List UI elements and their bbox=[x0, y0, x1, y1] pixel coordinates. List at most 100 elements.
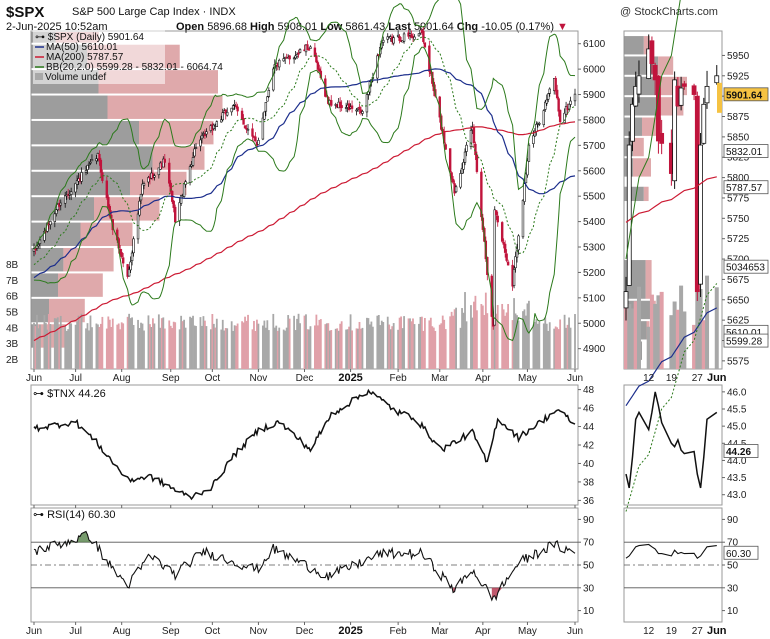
candle-body bbox=[264, 102, 268, 112]
zoom-volume-bar bbox=[630, 308, 635, 369]
volume-bar bbox=[453, 309, 456, 369]
zoom-x-tick-label: 27 bbox=[692, 373, 704, 384]
x-tick-label: 2025 bbox=[338, 372, 362, 384]
zoom-volume-bar bbox=[679, 285, 684, 369]
zoom-price-tag-label: 5901.64 bbox=[726, 90, 763, 101]
zoom-volume-bar bbox=[669, 315, 674, 369]
zoom-y-tick-label: 5750 bbox=[727, 214, 750, 225]
volume-bar bbox=[37, 328, 40, 369]
volume-bar bbox=[46, 329, 49, 369]
volume-bar bbox=[267, 330, 270, 369]
volume-bar bbox=[428, 320, 431, 369]
zoom-bollinger-lower bbox=[625, 283, 718, 512]
volume-bar bbox=[459, 327, 462, 369]
vbp-bar-up bbox=[31, 298, 49, 323]
zoom-tnx-y-tick-label: 46.0 bbox=[727, 387, 747, 398]
candle-body bbox=[272, 68, 275, 91]
candle-body bbox=[182, 183, 186, 197]
volume-tick-label: 4B bbox=[6, 323, 19, 334]
candle-body bbox=[514, 256, 517, 269]
volume-bar bbox=[91, 327, 93, 369]
candle-body bbox=[505, 253, 508, 261]
tnx-y-tick-label: 46 bbox=[583, 404, 595, 415]
volume-bar bbox=[43, 315, 46, 369]
volume-tick-label: 5B bbox=[6, 308, 19, 319]
candle-body bbox=[254, 136, 257, 142]
volume-bar bbox=[230, 321, 233, 369]
zoom-last-price-bar bbox=[717, 82, 722, 113]
candle-body bbox=[87, 163, 91, 166]
candle-body bbox=[413, 36, 416, 40]
candle-body bbox=[56, 204, 59, 211]
volume-bar bbox=[490, 314, 493, 369]
volume-bar bbox=[324, 324, 327, 369]
candle-body bbox=[105, 180, 109, 198]
volume-bar bbox=[522, 311, 524, 369]
volume-bar bbox=[220, 329, 223, 369]
zoom-candle-body bbox=[701, 103, 707, 144]
zoom-volume-bar bbox=[698, 289, 703, 369]
volume-bar bbox=[574, 314, 576, 369]
rsi-y-axis: 10 30 50 70 90 bbox=[578, 515, 595, 617]
volume-bar bbox=[476, 310, 478, 369]
volume-bar bbox=[254, 330, 257, 369]
volume-bar bbox=[251, 329, 254, 369]
volume-bar bbox=[465, 321, 468, 369]
volume-bar bbox=[544, 317, 547, 369]
price-legend: ⊶ $SPX (Daily) 5901.64 MA(50) 5610.01 MA… bbox=[33, 30, 223, 84]
candle-body bbox=[524, 173, 528, 184]
candle-body bbox=[538, 123, 541, 125]
candle-body bbox=[350, 105, 354, 109]
candle-body bbox=[230, 107, 233, 113]
vbp-bar-down bbox=[58, 273, 103, 297]
volume-bar bbox=[181, 321, 184, 369]
volume-bar bbox=[143, 330, 145, 369]
candle-body bbox=[38, 239, 42, 244]
volume-bar bbox=[403, 316, 405, 369]
candle-body bbox=[242, 118, 245, 125]
tnx-y-tick-label: 44 bbox=[583, 422, 595, 433]
volume-bar bbox=[533, 321, 536, 369]
candle-body bbox=[469, 129, 473, 147]
candle-body bbox=[462, 162, 465, 170]
volume-bar bbox=[85, 328, 87, 369]
zoom-y-tick-label: 5650 bbox=[727, 295, 750, 306]
volume-bar bbox=[328, 330, 331, 369]
zoom-rsi-tag-box bbox=[723, 545, 759, 560]
volume-bar bbox=[548, 322, 551, 369]
volume-bar bbox=[195, 325, 197, 369]
tnx-legend-icon: ⊶ bbox=[33, 388, 47, 400]
zoom-candle-body bbox=[626, 144, 632, 286]
high-value: 5908.01 bbox=[278, 21, 318, 33]
zoom-y-tick-label: 5825 bbox=[727, 153, 750, 164]
volume-bar bbox=[492, 312, 495, 369]
volume-bar bbox=[410, 321, 413, 369]
candle-body bbox=[315, 55, 318, 63]
volume-y-axis: 2B 3B 4B 5B 6B 7B 8B bbox=[6, 260, 19, 366]
price-y-axis: 4900 5000 5100 5200 5300 5400 5500 5600 5700 5800… bbox=[578, 39, 606, 355]
volume-bar bbox=[117, 323, 120, 369]
candle-body bbox=[162, 158, 165, 168]
chart-symbol: $SPX bbox=[6, 4, 44, 21]
candle-body bbox=[233, 104, 236, 106]
volume-bar bbox=[34, 326, 37, 369]
candle-body bbox=[298, 49, 302, 53]
volume-bar bbox=[538, 321, 541, 369]
open-value: 5896.68 bbox=[207, 21, 247, 33]
volume-bar bbox=[122, 323, 125, 369]
candle-body bbox=[365, 94, 369, 113]
x-tick-label-bottom: Jul bbox=[69, 626, 82, 637]
volume-bar bbox=[285, 327, 288, 369]
candle-body bbox=[382, 39, 385, 43]
candle-body bbox=[132, 238, 135, 254]
volume-bar bbox=[316, 325, 319, 369]
volume-bar bbox=[440, 323, 443, 369]
zoom-price-tags: 5901.64 5832.01 5787.57 5034653 5610.015599.… bbox=[717, 82, 769, 348]
candle-body bbox=[306, 44, 309, 51]
volume-bar bbox=[257, 323, 260, 369]
candle-body bbox=[98, 153, 101, 161]
volume-bar bbox=[314, 325, 316, 369]
volume-bar bbox=[294, 330, 297, 369]
x-tick-label: Jul bbox=[69, 373, 82, 384]
